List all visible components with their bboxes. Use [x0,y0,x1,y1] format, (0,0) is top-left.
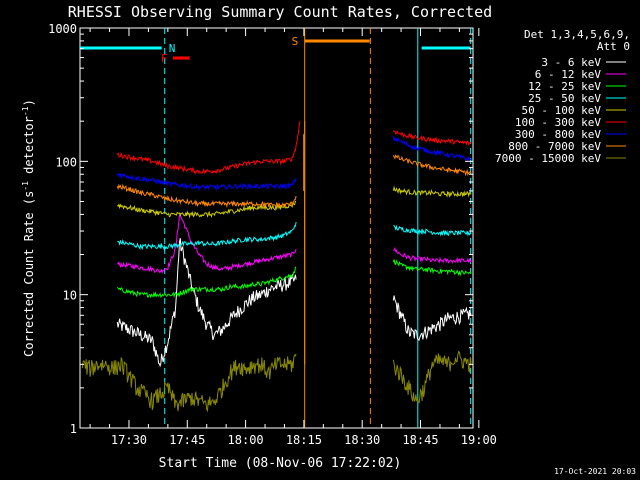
legend-label: 50 - 100 keV [522,104,602,117]
series-line-300-800-kev-a [116,172,297,192]
y-axis-label: Corrected Count Rate (s-1 detector-1) [21,99,36,357]
legend-label: 25 - 50 keV [528,92,601,105]
footer-date: 17-Oct-2021 20:03 [554,467,636,476]
y-tick-label: 100 [55,155,77,169]
series-line-7000-15000-kev-b [392,350,472,404]
x-tick-label: 17:45 [169,433,205,447]
series-line-50-100-kev-a [116,200,297,219]
plot-border [79,27,474,429]
y-tick-label: 1 [70,422,77,436]
observing-flags: NF S [80,35,471,191]
legend-label: 800 - 7000 keV [508,140,601,153]
plot-area [79,27,474,429]
series-line-25-50-kev-b [393,224,472,237]
series-line-3-6-kev-a [116,238,297,368]
series-line-800-7000-kev-b [392,154,472,177]
legend-label: 6 - 12 keV [535,68,602,81]
legend-header-line-2: Att 0 [597,40,630,53]
y-tick-label: 10 [63,289,77,303]
flag-label: N [169,42,176,55]
legend-header-line-1: Det 1,3,4,5,6,9, [524,28,630,41]
x-axis-ticks: 17:30 17:45 18:00 18:15 18:30 18:45 19:00 [89,28,497,447]
flag-label: F [161,52,168,65]
x-tick-label: 18:30 [344,433,380,447]
series-line-25-50-kev-a [117,222,297,251]
legend-label: 7000 - 15000 keV [495,152,601,165]
legend-label: 300 - 800 keV [515,128,601,141]
series-line-7000-15000-kev-a [81,353,297,413]
x-tick-label: 18:45 [402,433,438,447]
flag-label: S [292,35,299,48]
chart-title: RHESSI Observing Summary Count Rates, Co… [68,3,492,21]
series-line-3-6-kev-b [392,295,472,342]
series-line-12-25-kev-b [392,259,472,277]
x-axis-label: Start Time (08-Nov-06 17:22:02) [159,456,402,471]
series-line-800-7000-kev-a [116,183,297,209]
series-line-12-25-kev-a [116,266,297,299]
y-tick-label: 1000 [48,22,77,36]
legend-label: 100 - 300 keV [515,116,601,129]
legend-label: 3 - 6 keV [541,56,601,69]
x-tick-label: 18:00 [228,433,264,447]
x-tick-label: 19:00 [461,433,497,447]
series-line-300-800-kev-b [392,135,472,162]
series-line-50-100-kev-b [392,185,472,198]
event-lines [164,28,472,428]
series-line-6-12-kev-a [116,214,297,274]
series-line-100-300-kev-b [392,130,472,146]
x-tick-label: 17:30 [111,433,147,447]
x-tick-label: 18:15 [286,433,322,447]
series-line-6-12-kev-b [393,246,472,264]
data-series [81,121,472,413]
legend-label: 12 - 25 keV [528,80,601,93]
y-axis-ticks: 1 10 100 1000 [48,22,473,436]
series-line-100-300-kev-a [116,121,301,175]
